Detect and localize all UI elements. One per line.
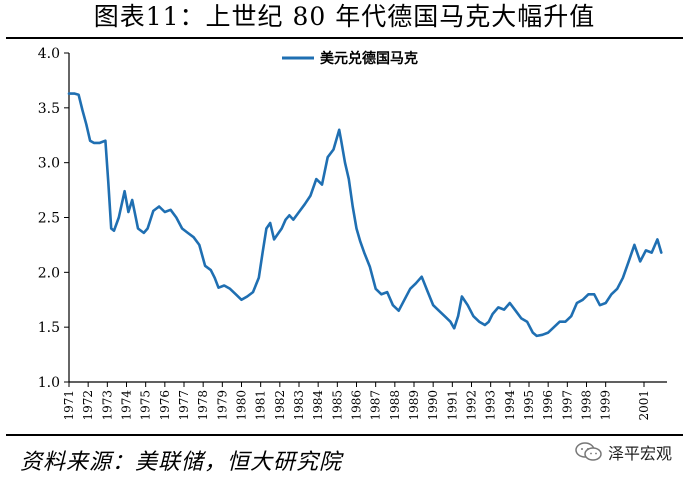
x-tick-label: 1971 [62,390,76,421]
x-tick-label: 1975 [139,390,153,421]
wechat-icon [574,441,604,463]
watermark: 泽平宏观 [574,440,672,464]
y-tick-label: 3.0 [38,156,60,172]
x-tick-label: 1977 [177,390,191,421]
x-tick-label: 1987 [369,390,383,421]
x-axis: 1971 1972 1973 1974 1975 1976 1977 1978 1979 1980… [62,381,667,421]
x-tick-label: 1978 [196,390,210,421]
watermark-label: 泽平宏观 [608,444,673,463]
y-tick-label: 1.5 [38,320,60,336]
source-divider [6,434,683,436]
y-tick-label: 3.5 [38,101,60,117]
x-tick-label: 1992 [465,390,479,421]
chart-title: 图表11：上世纪 80 年代德国马克大幅升值 [93,2,596,31]
legend: 美元兑德国马克 [282,50,418,67]
y-tick-label: 2.5 [38,211,60,227]
x-tick-label: 1986 [350,390,364,421]
x-tick-label: 1994 [503,390,517,421]
x-tick-label: 1990 [426,390,440,421]
x-tick-label: 1979 [215,390,229,421]
series-line [67,92,663,338]
x-tick-label: 1993 [484,390,498,421]
x-tick-label: 1974 [120,390,134,421]
line-chart: 1.01.52.02.53.03.54.0 1971 1972 1973 1974 19… [38,46,667,421]
x-tick-label: 1988 [388,390,402,421]
x-tick-label: 2001 [637,390,651,421]
y-tick-label: 2.0 [38,265,60,281]
x-tick-label: 1991 [445,390,459,421]
y-tick-label: 4.0 [38,46,60,62]
legend-label: 美元兑德国马克 [320,50,418,67]
x-tick-label: 1972 [81,390,95,421]
x-tick-label: 1981 [254,390,268,421]
x-tick-label: 1983 [292,390,306,421]
y-axis: 1.0 1.5 2.0 2.5 3.0 3.5 4.0 [38,46,70,391]
x-tick-label: 1980 [235,390,249,421]
x-tick-label: 1996 [541,390,555,421]
x-tick-label: 1999 [599,390,613,421]
title-divider [6,37,683,39]
y-tick-label: 1.0 [38,375,60,391]
x-tick-label: 1984 [311,390,325,421]
x-tick-label: 1995 [522,390,536,421]
x-tick-label: 1985 [330,390,344,421]
x-tick-label: 1998 [580,390,594,421]
x-tick-label: 1989 [407,390,421,421]
series-group [67,92,663,338]
x-tick-label: 1982 [273,390,287,421]
x-tick-label: 1976 [158,390,172,421]
x-tick-label: 1973 [100,390,114,421]
source-note: 资料来源：美联储，恒大研究院 [20,450,343,475]
x-tick-label: 1997 [560,390,574,421]
